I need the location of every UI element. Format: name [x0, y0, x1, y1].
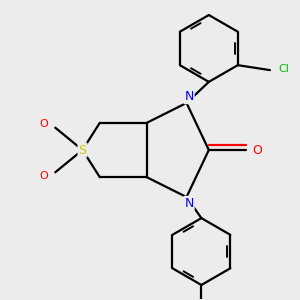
Text: N: N	[184, 197, 194, 210]
Text: O: O	[252, 143, 262, 157]
Text: S: S	[79, 143, 86, 157]
Text: Cl: Cl	[278, 64, 289, 74]
Text: N: N	[184, 90, 194, 103]
Text: O: O	[40, 119, 49, 129]
Text: O: O	[40, 171, 49, 181]
